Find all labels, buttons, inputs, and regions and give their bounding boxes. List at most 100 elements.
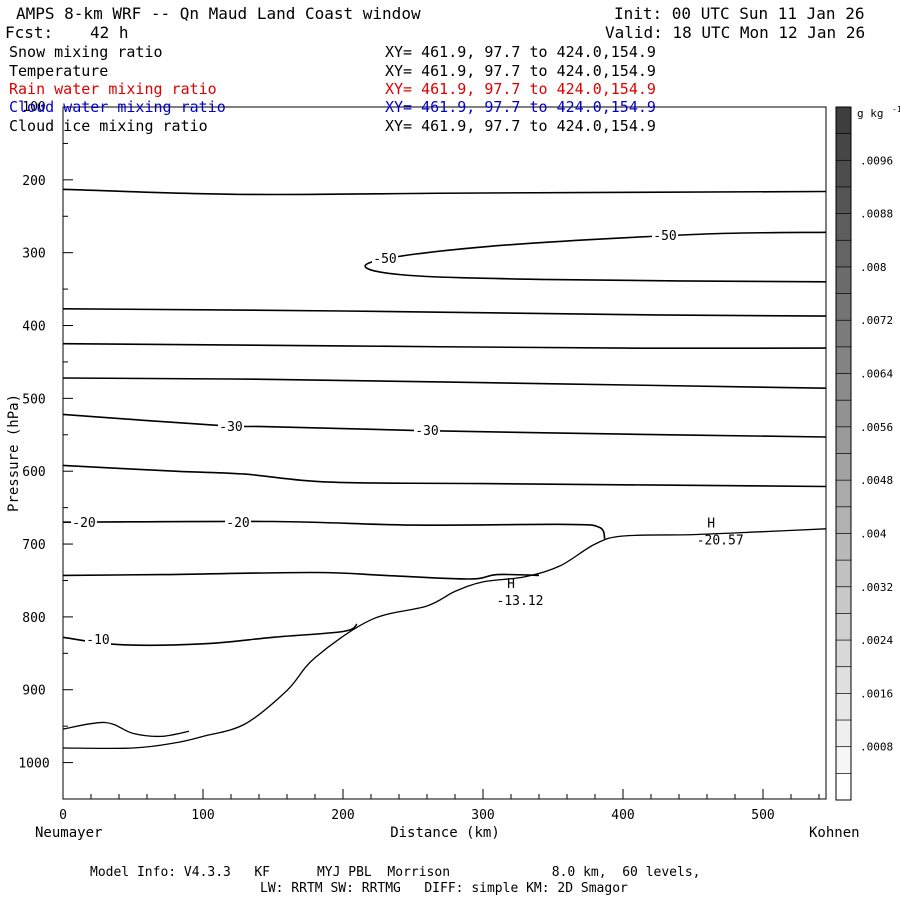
colorbar-bin (836, 773, 851, 801)
y-tick-label: 400 (22, 320, 45, 335)
colorbar-bin (836, 453, 851, 481)
colorbar-unit-exponent: -1 (892, 105, 900, 114)
header-fcst-value: 42 h (90, 23, 129, 42)
colorbar-bin (836, 213, 851, 241)
contour-label-bg (225, 514, 251, 529)
field-temp-xy: XY= 461.9, 97.7 to 424.0,154.9 (385, 62, 656, 80)
isotherm-9 (62, 623, 358, 646)
y-tick-label: 500 (22, 392, 45, 407)
colorbar-bin (836, 720, 851, 747)
x-tick-label: 200 (331, 808, 354, 823)
plot-frame (62, 106, 827, 800)
colorbar: .0096 .0088 .008 .0072 .0064 .0056 .0048 .004 .0… (835, 105, 900, 801)
colorbar-bin (836, 666, 851, 694)
extrema-markers: H -20.57 H -13.12 (497, 517, 744, 609)
x-tick-label: 300 (471, 808, 494, 823)
colorbar-label: .004 (860, 527, 887, 540)
colorbar-bin (836, 693, 851, 721)
terrain-outline (62, 528, 827, 750)
colorbar-bin (836, 560, 851, 588)
isotherm-4 (62, 377, 827, 389)
colorbar-bin (836, 240, 851, 268)
colorbar-bin (836, 426, 851, 454)
contour-label-bg (71, 514, 97, 529)
isotherm-contours (62, 188, 827, 646)
footer-physics-info: LW: RRTM SW: RRTMG DIFF: simple KM: 2D S… (260, 881, 628, 896)
field-cloudice-xy: XY= 461.9, 97.7 to 424.0,154.9 (385, 117, 656, 135)
contour-label-bg (414, 423, 440, 438)
footer-model-info: Model Info: V4.3.3 KF MYJ PBL Morrison 8… (90, 865, 701, 880)
colorbar-bin (836, 506, 851, 534)
terrain-branch-line (62, 721, 190, 738)
colorbar-bin (836, 266, 851, 294)
field-rain-xy: XY= 461.9, 97.7 to 424.0,154.9 (385, 80, 656, 98)
isotherm-6 (62, 464, 827, 488)
colorbar-bin (836, 480, 851, 508)
colorbar-unit: g kg (857, 107, 884, 120)
y-tick-label: 300 (22, 247, 45, 262)
field-snow-xy: XY= 461.9, 97.7 to 424.0,154.9 (385, 43, 656, 61)
y-tick-label: 600 (22, 465, 45, 480)
y-tick-label: 700 (22, 538, 45, 553)
colorbar-frame (835, 106, 852, 801)
x-right-label: Kohnen (809, 825, 860, 841)
colorbar-label: .008 (860, 261, 887, 274)
isotherm-8 (62, 571, 540, 580)
colorbar-bin (836, 400, 851, 428)
isotherm-5 (62, 413, 827, 438)
colorbar-label: .0048 (860, 474, 893, 487)
header-init: Init: 00 UTC Sun 11 Jan 26 (614, 4, 865, 23)
y-tick-label-top: 100 (22, 100, 45, 115)
contour-label-bg (218, 418, 244, 433)
x-axis: 0 100 200 300 400 500 Neumayer Distance (km) Koh… (35, 789, 860, 841)
header-title: AMPS 8-km WRF -- Qn Maud Land Coast wind… (16, 4, 421, 23)
contour-label-bg (85, 632, 111, 647)
colorbar-label: .0088 (860, 208, 893, 221)
y-axis-label: Pressure (hPa) (6, 394, 22, 512)
colorbar-bin (836, 373, 851, 401)
colorbar-bin (836, 613, 851, 641)
colorbar-bin (836, 640, 851, 668)
colorbar-label: .0056 (860, 421, 893, 434)
field-cloudwater-name: Cloud water mixing ratio (9, 98, 226, 116)
colorbar-bin (836, 746, 851, 774)
colorbar-bin (836, 160, 851, 188)
y-tick-label: 1000 (18, 757, 49, 772)
colorbar-bin (836, 320, 851, 348)
contour-label-bg (372, 251, 398, 266)
colorbar-label: .0064 (860, 368, 893, 381)
isotherm-3 (62, 342, 827, 350)
colorbar-bin (836, 293, 851, 321)
extremum-symbol: H (707, 517, 715, 532)
contour-label: -30 (415, 424, 438, 439)
x-axis-label: Distance (km) (390, 825, 500, 841)
contour-label: -50 (373, 252, 396, 267)
contour-labels: -50 -50 -30 -30 -20 -20 -10 (71, 227, 678, 648)
contour-label: -20 (72, 516, 95, 531)
field-snow-name: Snow mixing ratio (9, 43, 163, 61)
colorbar-bin (836, 346, 851, 374)
field-cloudice-name: Cloud ice mixing ratio (9, 117, 208, 135)
contour-label: -50 (653, 229, 676, 244)
x-tick-label: 400 (611, 808, 634, 823)
extremum-value: -13.12 (497, 594, 544, 609)
x-tick-label: 0 (59, 808, 67, 823)
colorbar-label: .0032 (860, 581, 893, 594)
y-axis: 200 300 400 500 600 700 800 900 1000 100 Pressure … (6, 100, 73, 772)
field-cloudwater-xy: XY= 461.9, 97.7 to 424.0,154.9 (385, 98, 656, 116)
contour-label: -30 (219, 420, 242, 435)
isotherm-7 (62, 520, 606, 540)
contour-label: -10 (86, 633, 109, 648)
colorbar-label: .0008 (860, 741, 893, 754)
x-tick-label: 500 (751, 808, 774, 823)
extremum-symbol: H (507, 577, 515, 592)
colorbar-label: .0016 (860, 687, 893, 700)
y-tick-label: 800 (22, 611, 45, 626)
colorbar-bin (836, 533, 851, 561)
field-rain-name: Rain water mixing ratio (9, 80, 217, 98)
y-tick-label: 900 (22, 684, 45, 699)
colorbar-label: .0072 (860, 314, 893, 327)
x-tick-label: 100 (191, 808, 214, 823)
x-left-label: Neumayer (35, 825, 102, 841)
